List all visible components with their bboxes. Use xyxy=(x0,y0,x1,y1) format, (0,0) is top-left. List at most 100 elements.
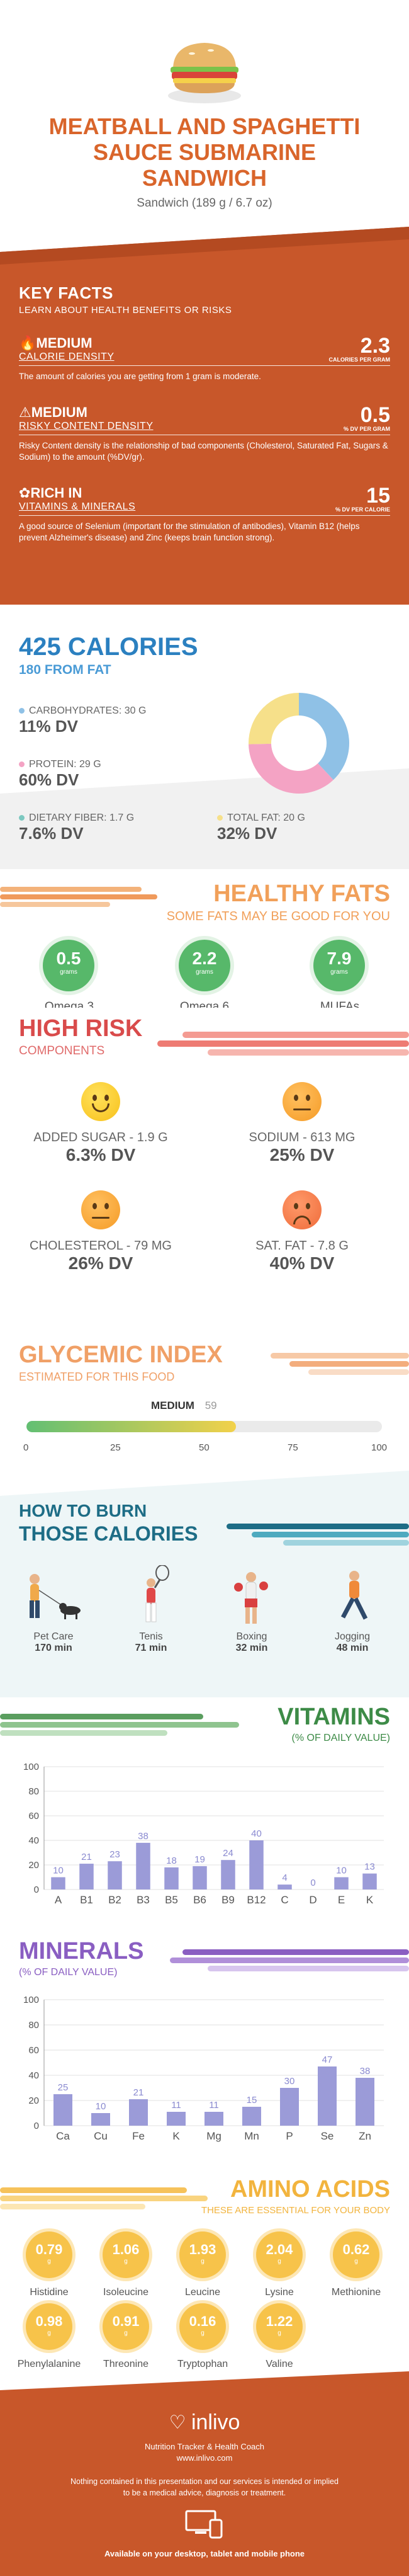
mineral-bar-se xyxy=(318,2066,337,2126)
mineral-value-label: 15 xyxy=(247,2095,257,2106)
decor-stripes xyxy=(0,1714,239,1736)
fat-unit: grams xyxy=(196,969,213,976)
burn-title-2: THOSE CALORIES xyxy=(19,1522,198,1545)
decor-stripes xyxy=(227,1524,409,1546)
fat-dot xyxy=(217,815,223,821)
mineral-bar-mg xyxy=(204,2112,223,2126)
vitamin-bar-e xyxy=(334,1877,349,1889)
decor-stripes xyxy=(271,1353,409,1375)
amino-unit: g xyxy=(201,2258,204,2265)
risk-dv: 26% DV xyxy=(68,1253,133,1273)
key-fact-level: MEDIUM xyxy=(31,404,87,420)
amino-section: AMINO ACIDS THESE ARE ESSENTIAL FOR YOUR… xyxy=(0,2163,409,2371)
calories-title: 425 CALORIES xyxy=(19,633,198,661)
activity-name: Pet Care xyxy=(33,1631,74,1642)
omega3-circle: 0.5 grams xyxy=(43,940,94,991)
vitamin-category-label: D xyxy=(309,1894,317,1906)
minerals-section: MINERALS (% OF DAILY VALUE) 0 20 40 60 80 100… xyxy=(0,1924,409,2163)
mineral-category-label: Zn xyxy=(359,2130,371,2142)
vitamin-bar-b3 xyxy=(136,1842,150,1889)
amino-isoleucine: 1.06 g Isoleucine xyxy=(88,2231,164,2298)
key-fact-level: MEDIUM xyxy=(36,335,92,351)
key-fact-vitamins-minerals: ✿RICH IN VITAMINS & MINERALS 15 % DV PER… xyxy=(19,485,390,544)
amino-name: Methionine xyxy=(331,2287,381,2298)
vitamin-category-label: B3 xyxy=(137,1894,150,1906)
burn-title-1: HOW TO BURN xyxy=(19,1501,147,1520)
decor-stripes xyxy=(0,887,157,915)
fiber-dv: 7.6% DV xyxy=(19,824,84,843)
fat-value: 0.5 xyxy=(56,949,81,968)
vitamin-value-label: 4 xyxy=(282,1872,287,1883)
vitamin-bar-b5 xyxy=(164,1867,179,1889)
amino-value: 2.04 xyxy=(266,2242,293,2257)
footer-brand: ♡ inlivo xyxy=(0,2410,409,2435)
activity-name: Tenis xyxy=(139,1631,163,1642)
donut-slice-carbs xyxy=(299,693,349,780)
key-fact-unit: % DV PER GRAM xyxy=(343,426,390,432)
calories-from-fat: 180 FROM FAT xyxy=(19,663,111,677)
y-tick-label: 100 xyxy=(23,1762,39,1772)
minerals-subtitle: (% OF DAILY VALUE) xyxy=(19,1967,118,1978)
mineral-category-label: Se xyxy=(321,2130,334,2142)
risk-sodium: SODIUM - 613 mg 25% DV xyxy=(211,1131,393,1165)
y-tick-label: 80 xyxy=(28,2020,39,2031)
key-fact-name: VITAMINS & MINERALS xyxy=(19,501,136,512)
risk-sat-fat: SAT. FAT - 7.8 g 40% DV xyxy=(211,1239,393,1274)
glycemic-fill xyxy=(26,1421,237,1432)
amino-value: 1.93 xyxy=(189,2242,216,2257)
vitamin-category-label: B9 xyxy=(221,1894,235,1906)
neutral-face-icon xyxy=(81,1190,120,1229)
amino-value: 0.16 xyxy=(189,2313,216,2329)
risk-added-sugar: ADDED SUGAR - 1.9 g 6.3% DV xyxy=(9,1131,192,1165)
glycemic-level: MEDIUM xyxy=(151,1399,194,1411)
y-tick-label: 80 xyxy=(28,1786,39,1797)
footer-url[interactable]: www.inlivo.com xyxy=(176,2453,233,2463)
fat-dv: 32% DV xyxy=(217,824,277,843)
minerals-bar-chart: 0 20 40 60 80 100 25 Ca 10 Cu 21 Fe 11 K 11 Mg 15 Mn 30 P 47… xyxy=(23,1995,384,2142)
footer: ♡ inlivo Nutrition Tracker & Health Coac… xyxy=(0,2371,409,2576)
divider xyxy=(19,365,390,366)
amino-value: 0.62 xyxy=(342,2242,370,2257)
key-fact-description: Risky Content density is the relationshi… xyxy=(19,441,388,462)
devices-icon xyxy=(185,2510,223,2539)
gi-tick: 75 xyxy=(288,1442,298,1453)
amino-tryptophan: 0.16 g Tryptophan xyxy=(165,2303,240,2370)
amino-name: Lysine xyxy=(265,2287,294,2298)
vitamin-value-label: 10 xyxy=(53,1866,64,1876)
key-facts-background xyxy=(0,227,409,605)
footer-background xyxy=(0,2371,409,2576)
divider xyxy=(19,515,390,516)
calories-section: 425 CALORIES 180 FROM FAT CARBOHYDRATES:… xyxy=(0,605,409,869)
mineral-bar-cu xyxy=(91,2113,110,2126)
vitamin-value-label: 21 xyxy=(81,1852,92,1862)
gi-tick: 50 xyxy=(199,1442,210,1453)
activity-time: 32 min xyxy=(235,1643,268,1653)
decor-stripes xyxy=(0,2187,208,2209)
amino-name: Valine xyxy=(266,2359,293,2369)
protein-dv: 60% DV xyxy=(19,770,79,789)
vitamin-category-label: C xyxy=(281,1894,288,1906)
key-fact-name: RISKY CONTENT DENSITY xyxy=(19,421,154,431)
amino-unit: g xyxy=(47,2330,51,2337)
protein-label: PROTEIN: 29 g xyxy=(29,759,101,770)
carbs-stat: CARBOHYDRATES: 30 g 11% DV xyxy=(19,705,146,736)
burn-pet-care: Pet Care 170 min xyxy=(13,1631,94,1654)
amino-value: 0.98 xyxy=(35,2313,63,2329)
burn-tennis: Tenis 71 min xyxy=(110,1631,192,1654)
vitamin-bar-b2 xyxy=(108,1861,122,1889)
vitamins-section: VITAMINS (% OF DAILY VALUE) 0 20 40 60 80 100… xyxy=(0,1697,409,1924)
boxing-icon xyxy=(234,1572,268,1624)
decor-stripes xyxy=(170,1949,409,1971)
amino-unit: g xyxy=(354,2258,358,2265)
happy-face-icon xyxy=(81,1082,120,1121)
vitamin-value-label: 10 xyxy=(336,1866,347,1876)
vitamin-value-label: 40 xyxy=(251,1828,262,1839)
risk-label: SAT. FAT - 7.8 g xyxy=(255,1239,349,1253)
amino-valine: 1.22 g Valine xyxy=(242,2303,317,2370)
risk-label: ADDED SUGAR - 1.9 g xyxy=(33,1131,168,1144)
amino-unit: g xyxy=(47,2258,51,2265)
activity-time: 170 min xyxy=(35,1643,72,1653)
amino-methionine: 0.62 g Methionine xyxy=(318,2231,394,2298)
footer-available: Available on your desktop, tablet and mo… xyxy=(104,2549,305,2558)
high-risk-title: HIGH RISK xyxy=(19,1015,143,1042)
